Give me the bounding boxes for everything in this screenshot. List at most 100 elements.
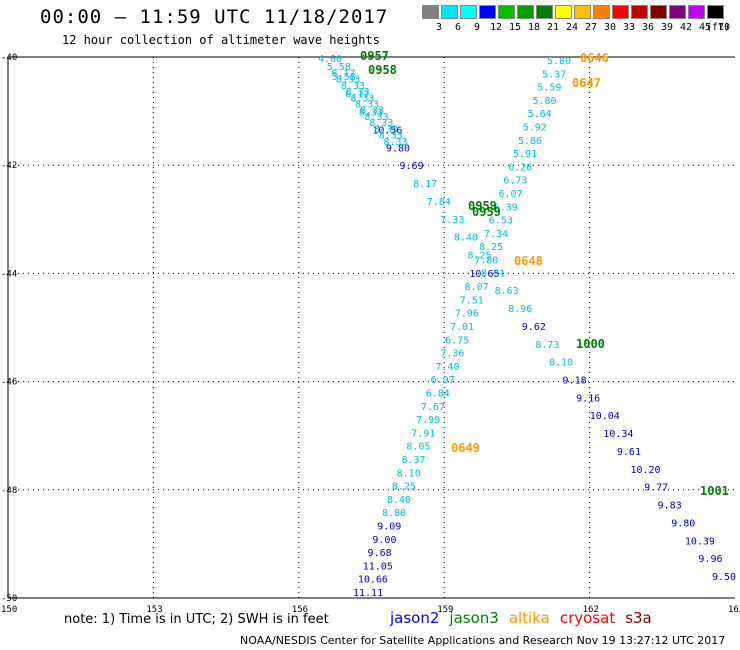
lon-label: 153 (146, 605, 162, 615)
scale-swatch (441, 5, 458, 19)
track-a-value: 7.96 (455, 309, 479, 320)
pass-time-label: 1001 (700, 484, 729, 498)
track-a-value: 5.86 (518, 136, 542, 147)
track-b-value: 5.58 (332, 72, 356, 83)
scale-label: 15 (508, 22, 522, 33)
track-b-value: 9.80 (671, 518, 695, 529)
track-b-value: 9.96 (698, 554, 722, 565)
track-a-value: 8.10 (397, 468, 421, 479)
pass-time-label: 0959 (468, 199, 497, 213)
pass-time-label: 0649 (451, 441, 480, 455)
scale-label: 6 (454, 22, 462, 33)
track-b-overlap: 8.33 (355, 100, 379, 111)
track-b-value: 9.50 (712, 572, 736, 583)
track-b-value: 9.61 (617, 447, 641, 458)
track-a-value: 5.37 (542, 69, 566, 80)
lat-label: -42 (1, 161, 17, 171)
track-b-value: 8.63 (495, 286, 519, 297)
track-a-value: 7.99 (416, 415, 440, 426)
scale-label: 36 (641, 22, 655, 33)
scale-swatch (574, 5, 591, 19)
track-a-value: 6.07 (499, 189, 523, 200)
track-b-value: 8.73 (535, 340, 559, 351)
track-a-value: 6.39 (494, 202, 518, 213)
satellite-legend: jason2 jason3 altika cryosat s3a (390, 609, 662, 627)
track-b-value: 8.40 (454, 233, 478, 244)
track-a-value: 8.25 (479, 242, 503, 253)
page-subtitle: 12 hour collection of altimeter wave hei… (62, 33, 380, 47)
track-b-value: 10.34 (603, 429, 633, 440)
pass-time-label: 1000 (576, 337, 605, 351)
scale-label: 42 (679, 22, 693, 33)
track-a-value: 9.68 (368, 548, 392, 559)
lat-label: -44 (1, 269, 17, 279)
track-b-value: 10.04 (590, 411, 620, 422)
track-b-value: 9.18 (563, 376, 587, 387)
scale-swatch (460, 5, 477, 19)
track-a-value: 7.01 (450, 322, 474, 333)
page-title: 00:00 – 11:59 UTC 11/18/2017 (40, 6, 389, 28)
track-a-value: 7.36 (440, 349, 464, 360)
track-a-value: 5.91 (513, 149, 537, 160)
scale-label: 45 (698, 22, 712, 33)
track-b-overlap: 8.33 (374, 124, 398, 135)
footnote: note: 1) Time is in UTC; 2) SWH is in fe… (64, 612, 329, 627)
track-b-value: 10.56 (372, 125, 402, 136)
lat-label: -46 (1, 378, 17, 388)
track-a-value: 5.64 (528, 109, 552, 120)
lon-label: 165 (728, 605, 740, 615)
scale-label: 18 (527, 22, 541, 33)
track-b-overlap: 8.33 (350, 93, 374, 104)
scale-swatch (612, 5, 629, 19)
scale-swatch (650, 5, 667, 19)
lon-label: 159 (437, 605, 453, 615)
track-b-value: 10.20 (630, 465, 660, 476)
track-a-value: 6.26 (508, 162, 532, 173)
scale-label: 3 (435, 22, 443, 33)
track-b-value: 8.25 (467, 250, 491, 261)
lon-label: 150 (1, 605, 17, 615)
track-b-value: 9.62 (522, 322, 546, 333)
pass-time-label: 0646 (580, 51, 609, 65)
track-b-value: 8.10 (549, 358, 573, 369)
track-a-value: 5.80 (532, 96, 556, 107)
track-b-value: 9.80 (386, 143, 410, 154)
scale-swatch (422, 5, 439, 19)
scale-swatch (479, 5, 496, 19)
satellite-jason3: jason3 (449, 609, 499, 627)
track-a-value: 11.05 (363, 561, 393, 572)
scale-label: 39 (660, 22, 674, 33)
scale-label: 30 (603, 22, 617, 33)
satellite-jason2: jason2 (390, 609, 440, 627)
scale-label: 12 (489, 22, 503, 33)
scale-swatch (517, 5, 534, 19)
track-a-value: 6.84 (426, 389, 450, 400)
scale-swatch (498, 5, 515, 19)
track-b-value: 8.33 (359, 108, 383, 119)
scale-label: 9 (473, 22, 481, 33)
scale-swatch (536, 5, 553, 19)
track-b-overlap: 8.33 (360, 106, 384, 117)
track-a-value: 10.66 (358, 575, 388, 586)
pass-time-label: 0648 (514, 254, 543, 268)
track-a-value: 7.51 (460, 295, 484, 306)
pass-time-label: 0957 (360, 49, 389, 63)
scale-unit: (ft) (706, 22, 731, 33)
satellite-cryosat: cryosat (559, 609, 616, 627)
track-a-value: 6.75 (445, 335, 469, 346)
track-b-value: 10.39 (685, 536, 715, 547)
lat-label: -48 (1, 486, 17, 496)
pass-time-label: 0958 (368, 63, 397, 77)
track-a-value: 8.07 (465, 282, 489, 293)
lon-label: 162 (583, 605, 599, 615)
track-a-value: 6.53 (489, 216, 513, 227)
pass-time-label: 0959 (472, 205, 501, 219)
track-a-value: 8.25 (392, 482, 416, 493)
lat-label: -50 (1, 594, 17, 604)
pass-time-label: 0647 (572, 76, 601, 90)
lat-label: -40 (1, 53, 17, 63)
track-b-overlap: 5.58 (327, 62, 351, 73)
track-b-overlap: 8.33 (379, 131, 403, 142)
track-a-value: 8.37 (402, 455, 426, 466)
